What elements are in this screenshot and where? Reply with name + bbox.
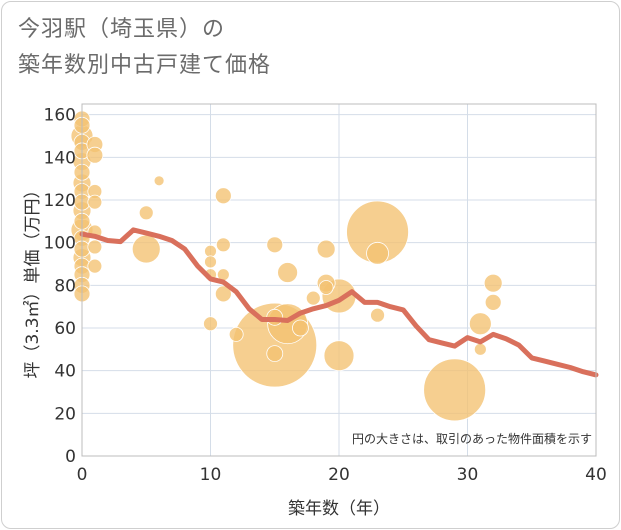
plot-border [81, 103, 597, 457]
bubble-point [366, 241, 389, 265]
bubble-point [323, 340, 355, 372]
bubble-point [87, 194, 103, 210]
bubble-point [215, 237, 231, 253]
bubble-point [86, 146, 104, 164]
y-tick-label: 120 [44, 191, 76, 211]
bubble-point [203, 316, 218, 332]
x-tick-label: 40 [585, 465, 607, 485]
y-tick-label: 20 [54, 404, 76, 424]
bubble-point [153, 175, 165, 187]
bubble-point [87, 258, 103, 274]
bubble-layer [70, 110, 503, 422]
bubble-point [138, 205, 154, 221]
y-tick-labels: 0 20 40 60 80 100 120 140 160 [44, 106, 76, 467]
bubble-point [473, 342, 487, 356]
chart-title: 今羽駅（埼玉県）の 築年数別中古戸建て価格 [18, 12, 271, 84]
bubble-point [484, 293, 502, 311]
y-axis-label: 坪（3.3㎡）単価（万円） [23, 181, 43, 378]
bubble-point [204, 244, 217, 258]
bubble-point [228, 326, 244, 342]
chart-title-line2: 築年数別中古戸建て価格 [18, 53, 272, 78]
y-tick-label: 80 [54, 276, 76, 296]
bubble-point [214, 187, 232, 205]
bubble-point [316, 239, 336, 259]
bubble-point [305, 290, 321, 306]
bubble-point [370, 307, 385, 323]
y-tick-label: 160 [44, 106, 76, 126]
y-tick-label: 140 [44, 148, 76, 168]
bubble-point [131, 234, 161, 264]
bubble-point [292, 319, 309, 337]
x-axis-label: 築年数（年） [288, 499, 390, 519]
bubble-point [483, 273, 503, 293]
chart-title-line1: 今羽駅（埼玉県）の [18, 17, 226, 42]
x-tick-label: 10 [200, 465, 222, 485]
bubble-point [214, 285, 232, 303]
y-tick-label: 100 [44, 234, 76, 254]
bubble-point [87, 239, 103, 255]
y-tick-label: 60 [54, 319, 76, 339]
y-tick-label: 0 [65, 447, 76, 467]
bubble-point [266, 236, 284, 254]
x-tick-label: 30 [457, 465, 479, 485]
bubble-point [423, 358, 487, 422]
bubble-point [266, 345, 284, 363]
x-tick-labels: 0 10 20 30 40 [77, 465, 607, 485]
x-tick-label: 0 [77, 465, 88, 485]
size-note: 円の大きさは、取引のあった物件面積を示す [352, 431, 592, 446]
bubble-point [318, 280, 334, 295]
bubble-point [468, 312, 492, 336]
x-tick-label: 20 [328, 465, 350, 485]
y-tick-label: 40 [54, 362, 76, 382]
average-price-line [79, 227, 599, 378]
bubble-point [277, 262, 299, 283]
bubble-point [204, 255, 217, 269]
